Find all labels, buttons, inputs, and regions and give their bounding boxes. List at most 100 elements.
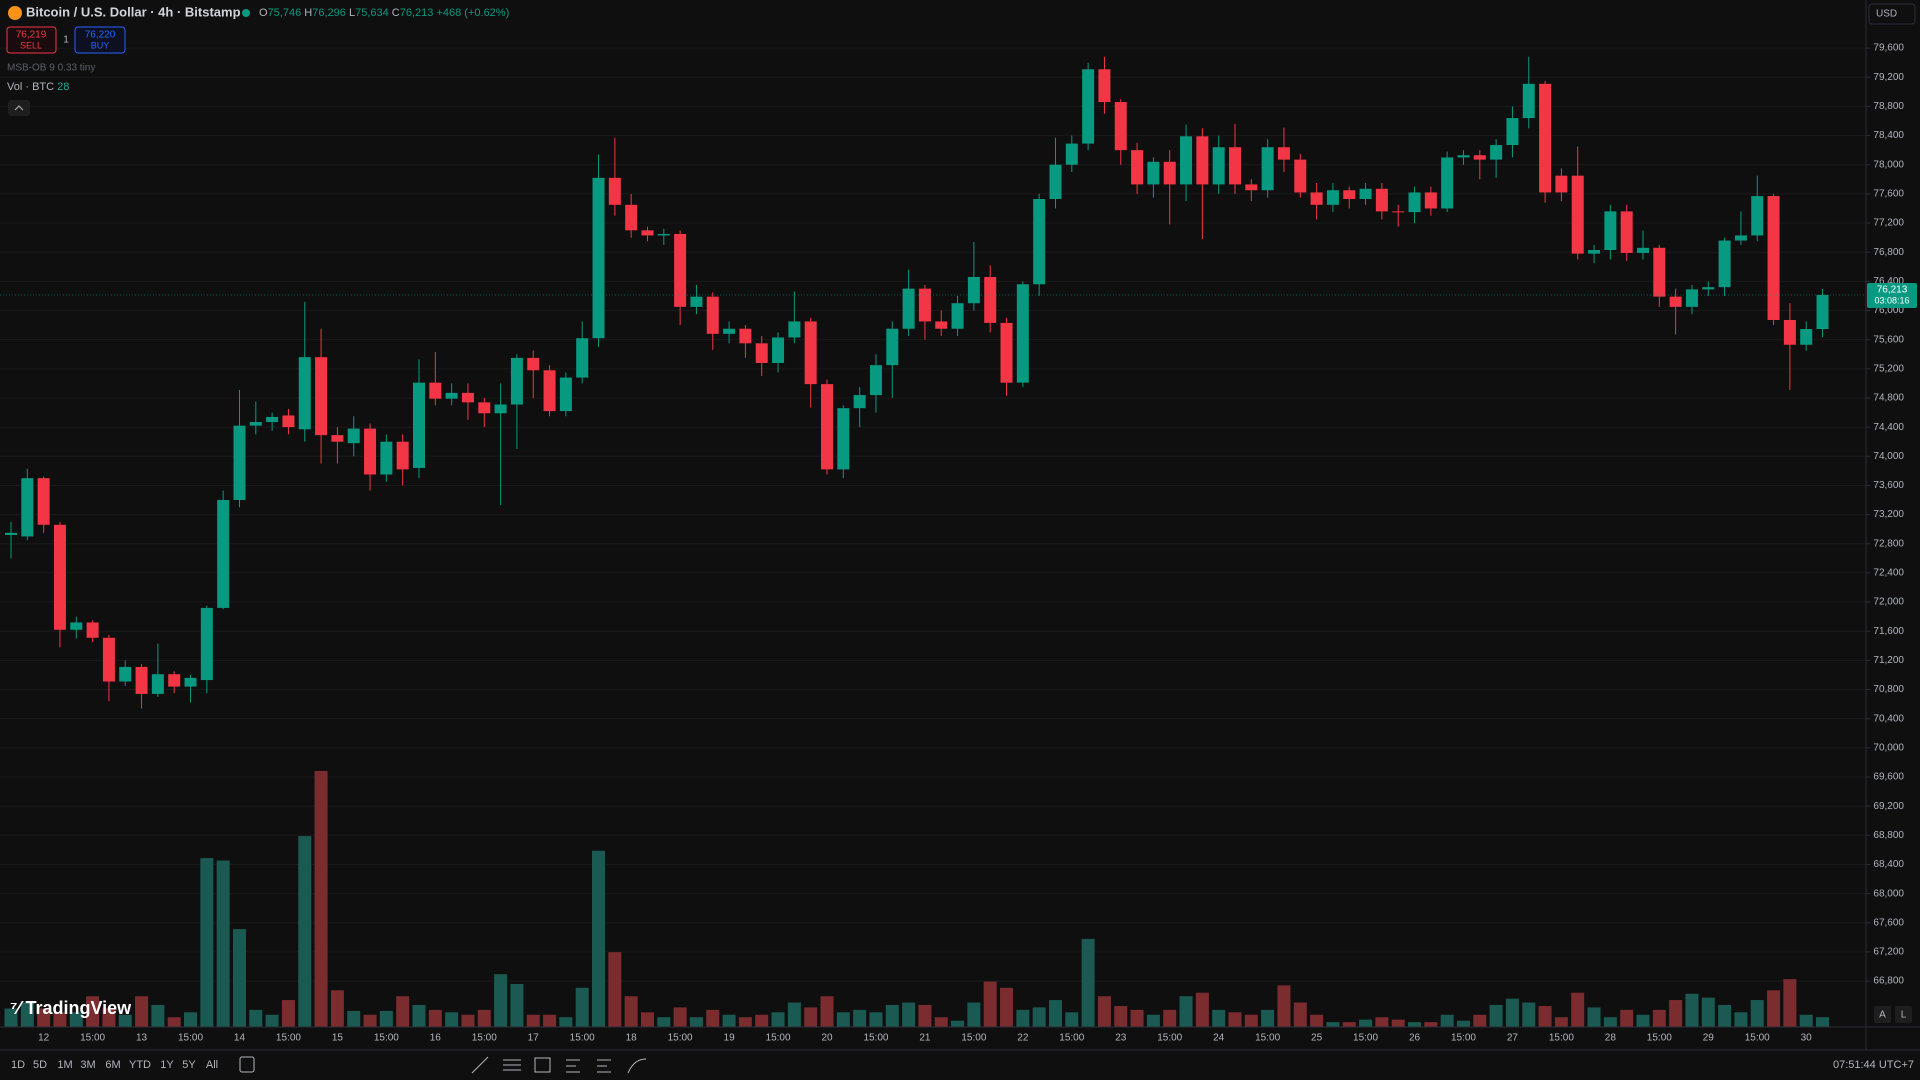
- y-tick-label: 72,000: [1873, 597, 1904, 608]
- candle-body: [396, 441, 409, 470]
- trend-line-tool[interactable]: [471, 1056, 489, 1074]
- volume-bar: [461, 1014, 475, 1027]
- volume-bar: [1065, 1012, 1079, 1027]
- volume-bar: [673, 1007, 687, 1027]
- candle-body: [1310, 192, 1323, 205]
- sell-button[interactable]: [6, 26, 57, 54]
- indicator-volume[interactable]: Vol · BTC 28: [7, 81, 69, 93]
- volume-bar: [1228, 1012, 1242, 1027]
- candle-body: [1261, 147, 1274, 191]
- volume-bar: [1146, 1014, 1160, 1027]
- range-button[interactable]: 1Y: [160, 1059, 174, 1071]
- candle-body: [1800, 329, 1813, 345]
- candle-body: [559, 377, 572, 412]
- last-price-label: 76,213: [1877, 285, 1908, 296]
- range-button[interactable]: 3M: [80, 1059, 95, 1071]
- range-button[interactable]: 6M: [105, 1059, 120, 1071]
- x-tick-label: 15:00: [1255, 1033, 1280, 1044]
- ohlc-key: C: [392, 7, 400, 19]
- y-tick-label: 76,000: [1873, 305, 1904, 316]
- symbol-title[interactable]: Bitcoin / U.S. Dollar · 4h · Bitstamp: [26, 4, 241, 19]
- x-tick-label: 15:00: [374, 1033, 399, 1044]
- rectangle-tool[interactable]: [534, 1057, 551, 1073]
- fib-tool[interactable]: [503, 1059, 521, 1071]
- candle-body: [1473, 155, 1486, 160]
- indicator-msb[interactable]: MSB-OB 9 0.33 tiny: [7, 63, 95, 74]
- volume-bar: [787, 1002, 801, 1027]
- volume-bar: [428, 1009, 442, 1027]
- buy-button[interactable]: [74, 26, 126, 54]
- x-tick-label: 15:00: [570, 1033, 595, 1044]
- sell-label: SELL: [20, 40, 42, 50]
- candle-body: [674, 233, 687, 307]
- currency: USD: [1876, 9, 1897, 20]
- volume-bar: [1359, 1019, 1373, 1027]
- ohlc-value: 75,634: [355, 7, 389, 19]
- candle-body: [723, 328, 736, 334]
- candle-body: [1229, 147, 1241, 185]
- price-pane: [0, 56, 1866, 709]
- auto-scale-button[interactable]: [1874, 1006, 1891, 1023]
- y-tick-label: 73,600: [1873, 480, 1904, 491]
- volume-bar: [1603, 1017, 1617, 1027]
- candle-body: [331, 435, 344, 442]
- candle-body: [1114, 102, 1127, 151]
- market-status[interactable]: [242, 9, 250, 17]
- volume-bar: [1048, 1000, 1062, 1027]
- log-scale-button[interactable]: [1895, 1006, 1912, 1023]
- date-range-button[interactable]: [239, 1056, 255, 1073]
- x-tick-label: 16: [430, 1033, 442, 1044]
- candle-body: [1131, 150, 1144, 185]
- x-tick-label: 19: [724, 1033, 736, 1044]
- long-position-tool[interactable]: [566, 1059, 580, 1073]
- volume-bar: [657, 1017, 671, 1027]
- x-tick-label: 12: [38, 1033, 50, 1044]
- volume-bar: [1310, 1014, 1324, 1027]
- candle-body: [1539, 83, 1552, 193]
- symbol-icon[interactable]: [8, 6, 22, 20]
- range-button[interactable]: 1M: [57, 1059, 72, 1071]
- y-tick-label: 71,200: [1873, 655, 1904, 666]
- range-button[interactable]: All: [206, 1059, 218, 1071]
- last-price-badge: [1867, 282, 1917, 308]
- brush-tool[interactable]: [627, 1058, 647, 1074]
- range-button[interactable]: 5D: [33, 1059, 47, 1071]
- volume-bar: [1424, 1022, 1438, 1027]
- candle-body: [168, 674, 181, 687]
- candle-body: [70, 622, 83, 630]
- volume-bar: [869, 1012, 883, 1027]
- candle-body: [200, 607, 213, 681]
- candle-body: [821, 384, 833, 470]
- measure-tool[interactable]: [597, 1059, 611, 1073]
- x-tick-label: 17: [528, 1033, 540, 1044]
- candle-body: [641, 230, 654, 236]
- x-tick-label: 18: [626, 1033, 638, 1044]
- ohlc-key: O: [259, 7, 268, 19]
- y-tick-label: 68,400: [1873, 859, 1904, 870]
- x-tick-label: 22: [1017, 1033, 1029, 1044]
- candle-body: [1196, 136, 1209, 185]
- y-tick-label: 77,600: [1873, 189, 1904, 200]
- volume-bar: [1375, 1017, 1389, 1027]
- volume-bar: [314, 771, 328, 1027]
- x-tick-label: 26: [1409, 1033, 1421, 1044]
- brand-logo[interactable]: ⁷⁄ TradingView: [10, 998, 132, 1018]
- range-button[interactable]: YTD: [129, 1059, 151, 1071]
- volume-label: Vol · BTC: [7, 81, 54, 93]
- clock[interactable]: 07:51:44 UTC+7: [1833, 1059, 1914, 1071]
- volume-bar: [1244, 1014, 1258, 1027]
- candle-body: [249, 422, 262, 426]
- volume-bar: [1408, 1022, 1422, 1027]
- currency-button[interactable]: [1868, 3, 1916, 25]
- ohlc-change: +468 (+0.62%): [436, 7, 509, 19]
- range-button[interactable]: 1D: [11, 1059, 25, 1071]
- candle-body: [1767, 196, 1780, 320]
- candle-body: [1490, 145, 1503, 160]
- candle-body: [1049, 164, 1062, 199]
- collapse-button[interactable]: [8, 100, 30, 116]
- volume-bar: [363, 1014, 377, 1027]
- brand-name: TradingView: [25, 998, 132, 1018]
- range-button[interactable]: 5Y: [182, 1059, 196, 1071]
- volume-bar: [1718, 1004, 1732, 1027]
- x-tick-label: 15:00: [1059, 1033, 1084, 1044]
